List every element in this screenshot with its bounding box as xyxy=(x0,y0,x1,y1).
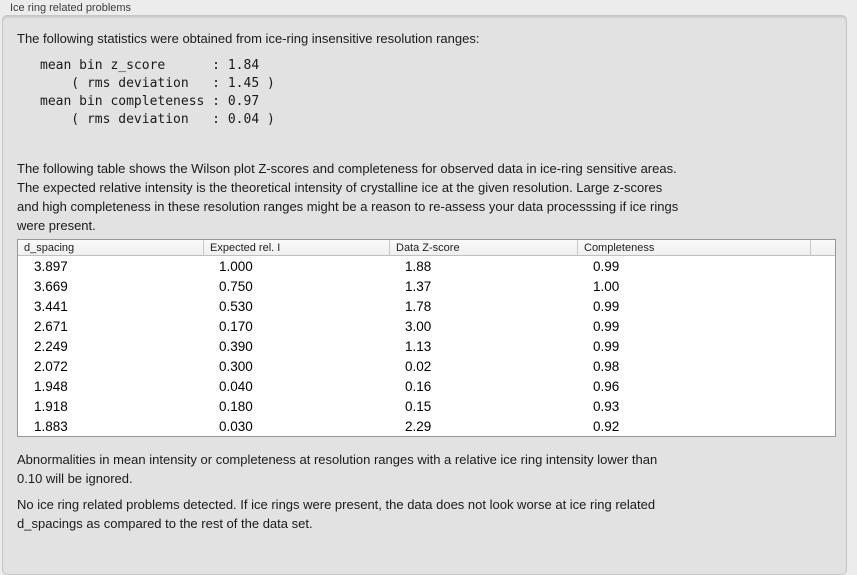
column-header-expected-rel-i[interactable]: Expected rel. I xyxy=(203,240,389,255)
table-cell: 0.16 xyxy=(405,378,432,394)
table-cell: 0.170 xyxy=(219,318,253,334)
table-cell: 1.883 xyxy=(34,418,68,434)
table-cell: 0.530 xyxy=(219,298,253,314)
table-cell: 0.02 xyxy=(405,358,432,374)
table-cell: 0.99 xyxy=(593,318,620,334)
table-cell: 2.072 xyxy=(34,358,68,374)
table-cell: 3.00 xyxy=(405,318,432,334)
ignore-note-text: Abnormalities in mean intensity or compl… xyxy=(17,452,658,486)
table-cell: 1.948 xyxy=(34,378,68,394)
table-cell: 0.93 xyxy=(593,398,620,414)
table-cell: 0.99 xyxy=(593,258,620,274)
table-cell: 0.99 xyxy=(593,298,620,314)
table-row[interactable]: 3.669 0.750 1.37 1.00 xyxy=(18,276,835,296)
table-cell: 0.180 xyxy=(219,398,253,414)
table-cell: 1.000 xyxy=(219,258,253,274)
table-cell: 0.300 xyxy=(219,358,253,374)
table-cell: 2.29 xyxy=(405,418,432,434)
table-cell: 0.96 xyxy=(593,378,620,394)
table-cell: 0.99 xyxy=(593,338,620,354)
table-cell: 3.669 xyxy=(34,278,68,294)
table-row[interactable]: 2.072 0.300 0.02 0.98 xyxy=(18,356,835,376)
table-cell: 0.15 xyxy=(405,398,432,414)
table-cell: 1.88 xyxy=(405,258,432,274)
table-header-row: d_spacing Expected rel. I Data Z-score Comp… xyxy=(18,240,835,256)
table-row[interactable]: 1.918 0.180 0.15 0.93 xyxy=(18,396,835,416)
table-cell: 0.92 xyxy=(593,418,620,434)
table-cell: 1.00 xyxy=(593,278,620,294)
table-cell: 1.78 xyxy=(405,298,432,314)
table-row[interactable]: 1.883 0.030 2.29 0.92 xyxy=(18,416,835,436)
ice-ring-panel: The following statistics were obtained f… xyxy=(2,15,847,575)
column-header-blank[interactable] xyxy=(810,240,835,255)
table-row[interactable]: 3.897 1.000 1.88 0.99 xyxy=(18,256,835,276)
stats-values-block: mean bin z_score : 1.84 ( rms deviation … xyxy=(40,58,275,127)
group-box-label: Ice ring related problems xyxy=(10,2,132,14)
table-cell: 0.750 xyxy=(219,278,253,294)
table-cell: 2.671 xyxy=(34,318,68,334)
table-body: 3.897 1.000 1.88 0.99 3.669 0.750 1.37 1.00 3.44… xyxy=(18,256,835,436)
table-cell: 0.040 xyxy=(219,378,253,394)
table-cell: 3.897 xyxy=(34,258,68,274)
table-row[interactable]: 1.948 0.040 0.16 0.96 xyxy=(18,376,835,396)
table-cell: 2.249 xyxy=(34,338,68,354)
table-row[interactable]: 2.249 0.390 1.13 0.99 xyxy=(18,336,835,356)
table-cell: 1.918 xyxy=(34,398,68,414)
stats-intro-text: The following statistics were obtained f… xyxy=(17,31,480,46)
table-intro-text: The following table shows the Wilson plo… xyxy=(17,161,679,233)
table-cell: 1.37 xyxy=(405,278,432,294)
table-cell: 0.030 xyxy=(219,418,253,434)
column-header-completeness[interactable]: Completeness xyxy=(577,240,810,255)
conclusion-text: No ice ring related problems detected. I… xyxy=(17,497,656,531)
column-header-d-spacing[interactable]: d_spacing xyxy=(24,241,75,254)
table-row[interactable]: 3.441 0.530 1.78 0.99 xyxy=(18,296,835,316)
table-row[interactable]: 2.671 0.170 3.00 0.99 xyxy=(18,316,835,336)
table-cell: 0.390 xyxy=(219,338,253,354)
ice-ring-table: d_spacing Expected rel. I Data Z-score Comp… xyxy=(17,239,836,437)
table-cell: 1.13 xyxy=(405,338,432,354)
table-cell: 0.98 xyxy=(593,358,620,374)
table-cell: 3.441 xyxy=(34,298,68,314)
column-header-data-z-score[interactable]: Data Z-score xyxy=(389,240,577,255)
